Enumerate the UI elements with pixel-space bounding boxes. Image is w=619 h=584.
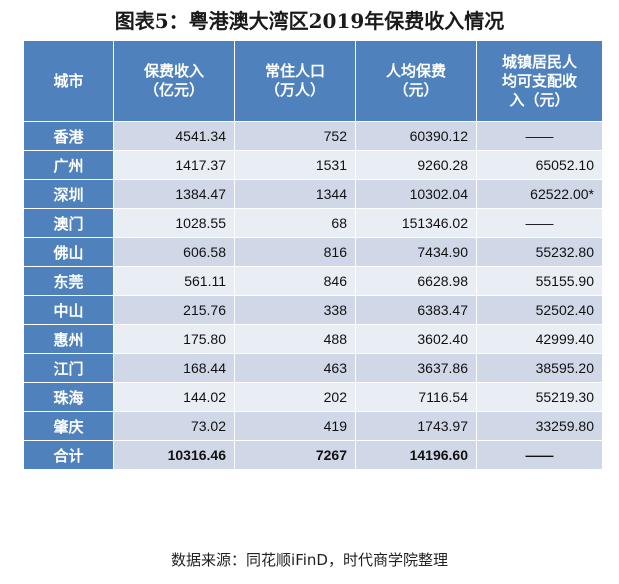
cell-population: 419 [234, 411, 356, 441]
cell-premium-income: 215.76 [113, 295, 235, 325]
table-row: 江门 168.44 463 3637.86 38595.20 [23, 353, 603, 383]
cell-population: 68 [234, 208, 356, 238]
header-disposable-income: 城镇居民人 均可支配收 入（元） [476, 40, 603, 122]
cell-disposable-income: 38595.20 [476, 353, 603, 383]
cell-disposable-income: 65052.10 [476, 150, 603, 180]
cell-premium-income: 73.02 [113, 411, 235, 441]
cell-premium-income: 144.02 [113, 382, 235, 412]
cell-city: 香港 [23, 121, 114, 151]
cell-city: 东莞 [23, 266, 114, 296]
cell-city: 肇庆 [23, 411, 114, 441]
cell-city: 佛山 [23, 237, 114, 267]
cell-premium-income: 168.44 [113, 353, 235, 383]
cell-disposable-income: —— [476, 121, 603, 151]
cell-disposable-income: 52502.40 [476, 295, 603, 325]
cell-per-capita-premium: 6628.98 [355, 266, 477, 296]
data-source-note: 数据来源：同花顺iFinD，时代商学院整理 [171, 551, 448, 569]
total-cell-disposable-income: —— [476, 440, 603, 470]
cell-per-capita-premium: 151346.02 [355, 208, 477, 238]
cell-city: 澳门 [23, 208, 114, 238]
cell-premium-income: 1028.55 [113, 208, 235, 238]
cell-city: 深圳 [23, 179, 114, 209]
cell-city: 江门 [23, 353, 114, 383]
cell-population: 202 [234, 382, 356, 412]
cell-disposable-income: 33259.80 [476, 411, 603, 441]
table-row: 广州 1417.37 1531 9260.28 65052.10 [23, 150, 603, 180]
table-row: 佛山 606.58 816 7434.90 55232.80 [23, 237, 603, 267]
cell-disposable-income: 55232.80 [476, 237, 603, 267]
table-row: 珠海 144.02 202 7116.54 55219.30 [23, 382, 603, 412]
cell-premium-income: 1384.47 [113, 179, 235, 209]
page-title: 图表5：粤港澳大湾区2019年保费收入情况 [114, 9, 505, 33]
premium-income-table: 城市 保费收入 （亿元） 常住人口 （万人） 人均保费 （元） 城镇居民人 均可支配收入… [23, 40, 603, 470]
header-population: 常住人口 （万人） [234, 40, 356, 122]
cell-population: 338 [234, 295, 356, 325]
total-row: 合计 10316.46 7267 14196.60 —— [23, 440, 603, 470]
cell-population: 816 [234, 237, 356, 267]
table-row: 肇庆 73.02 419 1743.97 33259.80 [23, 411, 603, 441]
cell-disposable-income: 62522.00* [476, 179, 603, 209]
total-cell-per-capita-premium: 14196.60 [355, 440, 477, 470]
cell-per-capita-premium: 7116.54 [355, 382, 477, 412]
cell-premium-income: 1417.37 [113, 150, 235, 180]
cell-population: 1531 [234, 150, 356, 180]
cell-city: 广州 [23, 150, 114, 180]
total-cell-population: 7267 [234, 440, 356, 470]
cell-disposable-income: 55155.90 [476, 266, 603, 296]
cell-city: 惠州 [23, 324, 114, 354]
table-row: 深圳 1384.47 1344 10302.04 62522.00* [23, 179, 603, 209]
cell-premium-income: 175.80 [113, 324, 235, 354]
table-row: 中山 215.76 338 6383.47 52502.40 [23, 295, 603, 325]
cell-population: 488 [234, 324, 356, 354]
table-body: 香港 4541.34 752 60390.12 —— 广州 1417.37 1531 9260.… [23, 121, 603, 470]
table-row: 东莞 561.11 846 6628.98 55155.90 [23, 266, 603, 296]
table-header-row: 城市 保费收入 （亿元） 常住人口 （万人） 人均保费 （元） 城镇居民人 均可支配收入… [23, 40, 603, 122]
cell-population: 846 [234, 266, 356, 296]
total-cell-city: 合计 [23, 440, 114, 470]
cell-city: 中山 [23, 295, 114, 325]
cell-per-capita-premium: 10302.04 [355, 179, 477, 209]
cell-per-capita-premium: 9260.28 [355, 150, 477, 180]
table-row: 澳门 1028.55 68 151346.02 —— [23, 208, 603, 238]
cell-premium-income: 4541.34 [113, 121, 235, 151]
cell-per-capita-premium: 3602.40 [355, 324, 477, 354]
cell-population: 463 [234, 353, 356, 383]
cell-city: 珠海 [23, 382, 114, 412]
header-premium-income: 保费收入 （亿元） [113, 40, 235, 122]
cell-per-capita-premium: 3637.86 [355, 353, 477, 383]
cell-premium-income: 606.58 [113, 237, 235, 267]
cell-per-capita-premium: 7434.90 [355, 237, 477, 267]
header-city: 城市 [23, 40, 114, 122]
cell-per-capita-premium: 1743.97 [355, 411, 477, 441]
total-cell-premium-income: 10316.46 [113, 440, 235, 470]
cell-disposable-income: —— [476, 208, 603, 238]
header-per-capita-premium: 人均保费 （元） [355, 40, 477, 122]
cell-population: 752 [234, 121, 356, 151]
cell-disposable-income: 42999.40 [476, 324, 603, 354]
cell-disposable-income: 55219.30 [476, 382, 603, 412]
table-row: 香港 4541.34 752 60390.12 —— [23, 121, 603, 151]
table-row: 惠州 175.80 488 3602.40 42999.40 [23, 324, 603, 354]
cell-population: 1344 [234, 179, 356, 209]
cell-per-capita-premium: 6383.47 [355, 295, 477, 325]
cell-premium-income: 561.11 [113, 266, 235, 296]
cell-per-capita-premium: 60390.12 [355, 121, 477, 151]
